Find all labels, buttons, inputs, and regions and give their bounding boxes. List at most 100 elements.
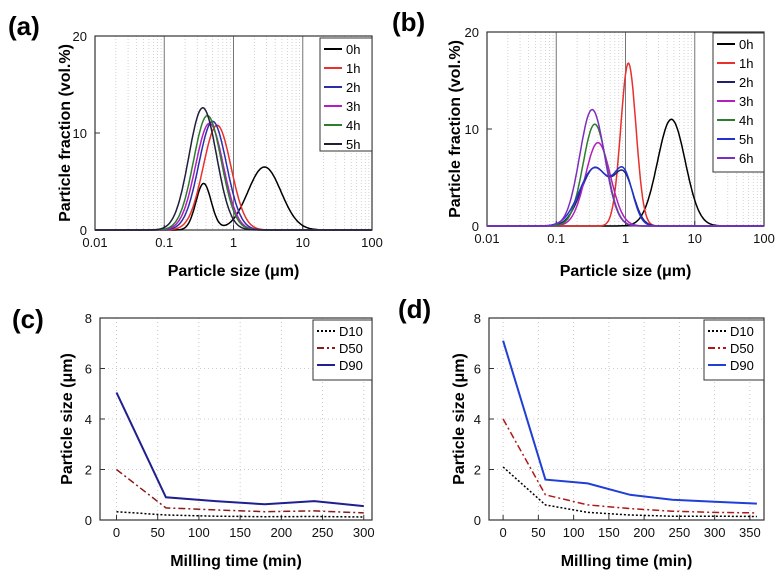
y-axis: 0 2 4 6 8: [85, 311, 105, 528]
x-tick-label: 100: [753, 231, 775, 246]
legend-label: D90: [730, 358, 754, 373]
panel-label: (c): [12, 304, 44, 334]
legend-label: 4h: [346, 118, 360, 133]
x-axis-title: Particle size (μm): [560, 263, 692, 280]
y-tick-label: 6: [474, 362, 481, 377]
x-tick-label: 0.1: [547, 231, 565, 246]
legend-label: 0h: [739, 37, 753, 52]
legend-label: 6h: [739, 151, 753, 166]
legend-label: 3h: [346, 99, 360, 114]
x-tick-label: 250: [312, 525, 334, 540]
y-tick-label: 8: [474, 311, 481, 326]
legend-label: 1h: [739, 56, 753, 71]
series-line-D50: [502, 418, 757, 514]
x-tick-label: 50: [531, 525, 545, 540]
panel-a: (a) 0.01 0.1 1 10 100 0 10 20 Particle size (μm) P…: [8, 11, 383, 280]
x-tick-label: 1: [230, 235, 237, 250]
y-tick-label: 2: [85, 463, 92, 478]
series-line-D50: [116, 468, 364, 514]
series-line-D90: [502, 340, 757, 505]
legend-label: D50: [339, 341, 363, 356]
legend-label: 4h: [739, 113, 753, 128]
y-axis-title: Particle fraction (vol.%): [57, 44, 74, 222]
legend-box: [319, 37, 373, 152]
legend-label: 5h: [346, 137, 360, 152]
x-tick-label: 0: [499, 525, 506, 540]
x-tick-label: 1: [622, 231, 629, 246]
y-tick-label: 2: [474, 463, 481, 478]
x-tick-label: 10: [688, 231, 702, 246]
panel-label: (a): [8, 11, 40, 41]
y-axis-title: Particle size (μm): [59, 353, 76, 485]
x-tick-label: 200: [633, 525, 655, 540]
x-tick-label: 0: [113, 525, 120, 540]
x-axis: 0.01 0.1 1 10 100: [474, 221, 775, 246]
y-tick-label: 0: [80, 223, 87, 238]
y-tick-label: 10: [465, 122, 479, 137]
grid: [100, 318, 372, 520]
y-tick-label: 8: [85, 311, 92, 326]
legend-label: D10: [339, 324, 363, 339]
grid: [489, 318, 764, 520]
series-line-D10: [502, 466, 757, 518]
series-group: [487, 62, 764, 227]
y-axis: 0 10 20: [465, 25, 492, 234]
x-tick-label: 0.01: [474, 231, 499, 246]
legend: 0h 1h 2h 3h 4h 5h: [319, 37, 373, 152]
panel-c: (c) 0 50 100 150 200 250 300 0 2 4 6 8 Milling time (…: [12, 304, 375, 570]
x-tick-label: 300: [704, 525, 726, 540]
panel-label: (b): [392, 7, 425, 37]
series-line-6h: [487, 108, 764, 227]
series-line-D90: [115, 392, 364, 508]
x-tick-label: 100: [188, 525, 210, 540]
x-tick-label: 0.1: [155, 235, 173, 250]
legend-label: 2h: [739, 75, 753, 90]
legend-label: 5h: [739, 132, 753, 147]
x-tick-label: 10: [296, 235, 310, 250]
x-tick-label: 350: [739, 525, 761, 540]
legend-label: 3h: [739, 94, 753, 109]
y-tick-label: 20: [465, 25, 479, 40]
legend: D10 D50 D90: [703, 319, 765, 381]
series-group: [115, 392, 364, 518]
series-line-D10: [116, 510, 364, 518]
x-axis: 0 50 100 150 200 250 300: [113, 515, 375, 540]
x-axis-title: Milling time (min): [561, 553, 693, 570]
x-axis: 0.01 0.1 1 10 100: [82, 225, 383, 250]
series-line-5h: [95, 107, 372, 231]
x-tick-label: 200: [270, 525, 292, 540]
y-axis-title: Particle size (μm): [451, 353, 468, 485]
series-group: [95, 107, 372, 231]
y-tick-label: 6: [85, 362, 92, 377]
legend-label: 2h: [346, 80, 360, 95]
y-tick-label: 0: [472, 219, 479, 234]
x-tick-label: 100: [563, 525, 585, 540]
x-tick-label: 250: [669, 525, 691, 540]
x-tick-label: 50: [150, 525, 164, 540]
series-group: [502, 340, 757, 518]
panel-b: (b) 0.01 0.1 1 10 100 0 10 20 Particle size (μm) P…: [392, 7, 775, 280]
legend-label: D90: [339, 358, 363, 373]
legend-label: 0h: [346, 42, 360, 57]
legend: D10 D50 D90: [312, 319, 373, 381]
x-axis-title: Milling time (min): [170, 553, 302, 570]
y-axis: 0 2 4 6 8: [474, 311, 494, 528]
y-tick-label: 4: [85, 412, 92, 427]
x-tick-label: 150: [229, 525, 251, 540]
legend-box: [712, 32, 765, 173]
x-tick-label: 100: [361, 235, 383, 250]
x-tick-label: 150: [598, 525, 620, 540]
y-tick-label: 4: [474, 412, 481, 427]
x-axis-title: Particle size (μm): [168, 263, 300, 280]
legend: 0h 1h 2h 3h 4h 5h 6h: [712, 32, 765, 173]
legend-label: 1h: [346, 61, 360, 76]
y-tick-label: 0: [85, 513, 92, 528]
panel-label: (d): [398, 294, 431, 324]
legend-label: D10: [730, 324, 754, 339]
x-tick-label: 300: [353, 525, 375, 540]
y-axis-title: Particle fraction (vol.%): [447, 40, 464, 218]
y-tick-label: 0: [474, 513, 481, 528]
panel-d: (d) 0 50 100 150 200 250 300 350 0 2 4 6 8 Milling tim…: [398, 294, 765, 570]
y-tick-label: 20: [73, 29, 87, 44]
